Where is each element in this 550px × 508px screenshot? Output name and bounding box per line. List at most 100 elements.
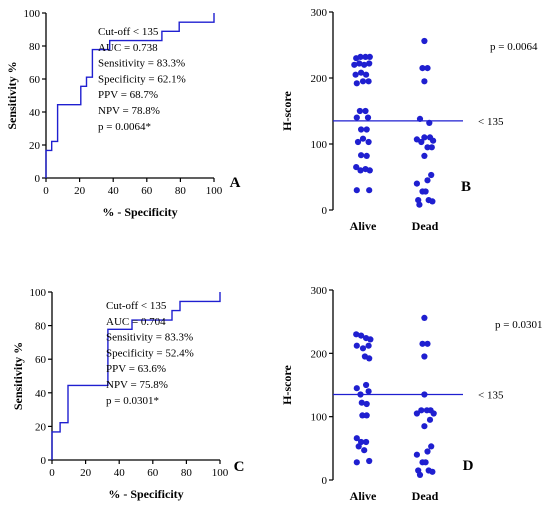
panel-b: 0 100 200 300 H-score Alive Dead < 135 p = 0.006… (280, 7, 538, 233)
data-point (426, 416, 434, 423)
data-point (363, 152, 370, 159)
data-point (424, 177, 431, 184)
y-tick-label: 40 (29, 107, 41, 119)
data-point (428, 443, 435, 450)
data-point (353, 164, 360, 171)
y-tick-label: 100 (311, 139, 328, 151)
data-point (357, 391, 364, 398)
panel-letter: B (461, 179, 471, 195)
data-point (359, 78, 367, 85)
data-point (421, 152, 428, 159)
stat-line: p = 0.0064* (98, 121, 151, 133)
data-point (429, 198, 436, 205)
data-point (419, 65, 426, 72)
data-point (365, 342, 372, 349)
panel-a: 0 20 40 60 80 100 0 20 40 60 80 100 % - Specificity S… (5, 8, 241, 219)
data-point (364, 114, 372, 121)
data-point (356, 60, 363, 67)
data-point (357, 167, 364, 174)
stat-line: Specificity = 62.1% (98, 73, 186, 85)
x-tick-label: 20 (80, 467, 92, 479)
data-point (419, 340, 426, 347)
data-point (366, 355, 373, 362)
x-tick-label: 100 (206, 185, 223, 197)
x-tick-label: 40 (114, 467, 126, 479)
x-tick-label: 80 (181, 467, 193, 479)
data-point (359, 345, 367, 352)
data-point (353, 80, 360, 87)
y-axis-label: Sensitivity % (11, 342, 25, 410)
x-tick-label: 0 (49, 467, 55, 479)
stat-line: NPV = 75.8% (106, 379, 168, 391)
data-point (424, 65, 431, 72)
data-point (359, 135, 367, 142)
y-tick-label: 80 (29, 41, 41, 53)
data-point (416, 201, 423, 208)
x-tick-label: 40 (108, 185, 120, 197)
data-point (428, 144, 435, 151)
stat-line: PPV = 68.7% (98, 89, 158, 101)
cutoff-label: < 135 (478, 390, 504, 402)
panel-letter: C (234, 459, 245, 475)
p-value: p = 0.0301 (495, 319, 542, 331)
x-axis-label: % - Specificity (102, 205, 177, 219)
y-axis-label: H-score (280, 364, 294, 404)
data-point (413, 410, 420, 417)
data-point (413, 180, 420, 187)
data-point (366, 457, 373, 465)
data-point (353, 342, 360, 349)
y-tick-label: 300 (311, 285, 328, 297)
data-point (358, 399, 365, 406)
y-tick-label: 300 (311, 7, 328, 19)
data-point (416, 115, 424, 122)
stat-line: AUC = 0.738 (98, 42, 158, 54)
x-tick-label: 60 (147, 467, 159, 479)
data-point (355, 443, 362, 450)
data-point (428, 171, 435, 179)
panel-c: 0 20 40 60 80 100 0 20 40 60 80 100 % - Specificity S… (11, 287, 244, 501)
category-label: Alive (350, 489, 377, 503)
data-point (363, 126, 370, 133)
category-label: Alive (350, 219, 377, 233)
x-tick-label: 20 (74, 185, 86, 197)
x-tick-label: 60 (141, 185, 153, 197)
data-point (426, 119, 433, 126)
data-point (421, 134, 428, 141)
x-tick-label: 0 (43, 185, 49, 197)
data-point (413, 451, 420, 458)
y-axis-label: Sensitivity % (5, 61, 19, 129)
data-point (421, 314, 428, 321)
data-point (362, 107, 369, 115)
y-tick-label: 80 (35, 321, 47, 333)
y-tick-label: 200 (311, 348, 328, 360)
data-point (366, 53, 373, 61)
data-point (361, 61, 368, 68)
data-point (362, 53, 369, 61)
data-point (363, 381, 370, 389)
data-point (361, 447, 368, 454)
data-point (366, 187, 373, 194)
stat-line: Specificity = 52.4% (106, 347, 194, 359)
y-tick-label: 20 (35, 421, 47, 433)
data-point (365, 78, 372, 85)
y-tick-label: 0 (322, 475, 328, 487)
data-point (353, 459, 360, 466)
data-point (353, 114, 360, 121)
data-point (366, 167, 373, 174)
stat-line: p = 0.0301* (106, 395, 159, 407)
data-point (352, 71, 359, 78)
data-point (430, 137, 437, 144)
y-tick-label: 60 (29, 74, 41, 86)
data-point (421, 37, 428, 45)
data-point (353, 435, 360, 442)
y-tick-label: 40 (35, 388, 47, 400)
data-point (358, 69, 365, 76)
stat-line: Cut-off < 135 (98, 26, 159, 38)
data-point (367, 336, 374, 343)
stat-line: Sensitivity = 83.3% (106, 332, 193, 344)
stat-line: Sensitivity = 83.3% (98, 58, 185, 70)
y-tick-label: 0 (322, 205, 328, 217)
y-tick-label: 100 (24, 8, 41, 20)
data-point (356, 107, 363, 115)
